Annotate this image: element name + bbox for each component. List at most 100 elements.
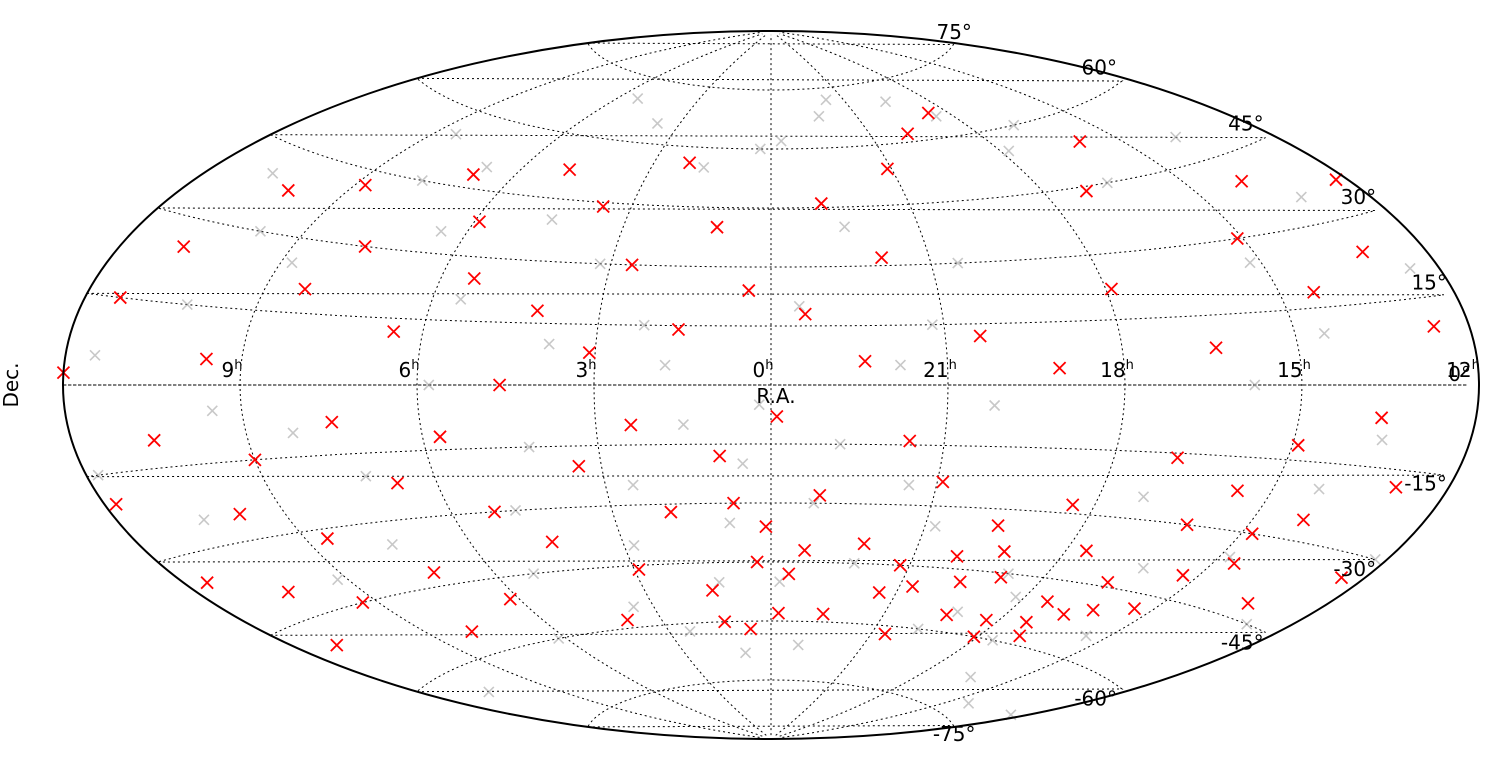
red-x-point (878, 627, 892, 641)
ra-tick-label: 15h (1277, 358, 1311, 382)
grey-x-point (926, 319, 938, 331)
grey-x-point (1318, 327, 1330, 340)
red-x-point (1079, 184, 1094, 198)
grey-x-point (839, 221, 851, 233)
red-x-point (1329, 173, 1343, 187)
grey-x-point (792, 639, 804, 651)
grey-x-point (1295, 191, 1307, 203)
grey-x-point (684, 625, 696, 637)
ra-tick-label: 6h (399, 358, 420, 382)
red-x-point (545, 535, 559, 549)
ra-tick-label: 3h (576, 358, 597, 382)
red-x-point (664, 505, 678, 519)
red-x-point (1127, 601, 1142, 616)
grey-points-layer (89, 93, 1416, 721)
red-x-point (530, 304, 545, 318)
grey-x-point (1008, 119, 1020, 131)
map-border (62, 30, 1480, 740)
red-x-point (979, 613, 993, 627)
dec-tick-label: 15° (1411, 270, 1446, 294)
grey-x-point (1224, 551, 1236, 563)
red-x-point (1086, 603, 1100, 617)
red-x-point (905, 579, 920, 594)
dec-tick-label: -45° (1221, 630, 1264, 654)
red-x-point (997, 544, 1011, 559)
red-x-point (632, 562, 646, 577)
grey-x-point (713, 576, 725, 588)
red-x-point (147, 433, 161, 447)
red-x-point (742, 283, 756, 298)
red-x-point (1040, 594, 1055, 609)
red-x-point (950, 549, 964, 564)
grey-x-point (820, 94, 832, 106)
dec-tick-label: 45° (1228, 112, 1263, 136)
grey-x-point (386, 538, 398, 551)
red-x-point (816, 607, 830, 621)
grey-x-point (989, 399, 1001, 412)
grey-x-point (1101, 177, 1113, 189)
grey-x-point (677, 419, 689, 431)
grey-x-point (808, 497, 820, 509)
red-x-point (1296, 513, 1311, 527)
red-x-point (705, 583, 720, 598)
grey-x-point (754, 143, 766, 155)
red-x-point (1234, 174, 1249, 188)
grey-x-point (1376, 434, 1388, 446)
red-x-point (1291, 438, 1305, 452)
grey-x-point (1010, 591, 1022, 603)
grey-x-point (360, 470, 372, 482)
grey-x-point (963, 697, 975, 709)
red-x-point (814, 196, 828, 211)
grey-x-point (181, 299, 193, 311)
red-x-point (1230, 231, 1244, 246)
red-x-point (390, 476, 405, 490)
grey-x-point (638, 319, 650, 331)
grey-x-point (813, 110, 825, 122)
grey-x-point (483, 686, 495, 698)
red-x-point (427, 565, 441, 580)
red-x-point (1073, 134, 1087, 149)
red-x-point (487, 505, 502, 519)
grey-x-point (1137, 491, 1150, 503)
red-x-point (298, 282, 312, 296)
grey-x-point (698, 161, 710, 173)
red-x-point (936, 475, 950, 489)
grey-x-point (254, 225, 266, 237)
red-x-point (596, 199, 610, 214)
red-x-point (939, 608, 954, 622)
red-x-point (177, 240, 191, 254)
grey-x-point (929, 520, 941, 532)
red-x-point (713, 449, 727, 463)
ra-grid-line (239, 32, 760, 738)
red-x-point (1374, 411, 1389, 425)
red-x-point (387, 325, 401, 339)
dec-tick-label: -30° (1333, 557, 1376, 581)
red-x-point (1355, 245, 1370, 259)
dec-grid-line (157, 502, 1376, 563)
red-x-point (624, 418, 638, 432)
red-x-point (759, 519, 773, 534)
red-x-point (1230, 484, 1245, 498)
dec-tick-label: -75° (933, 722, 976, 746)
dec-grid-line (270, 134, 1266, 209)
red-x-point (582, 346, 596, 360)
red-x-point (858, 354, 872, 368)
red-x-point (797, 543, 812, 558)
red-x-point (281, 183, 295, 198)
grey-x-point (594, 258, 606, 270)
red-x-point (872, 585, 886, 600)
grey-x-point (1404, 262, 1416, 275)
grey-x-point (450, 128, 462, 140)
ra-tick-label: 12h (1446, 358, 1480, 382)
red-x-point (1209, 341, 1223, 355)
dec-grid-line (87, 292, 1444, 327)
grey-x-point (737, 458, 749, 470)
ra-tick-labels: 9h 6h 3h 0h 21h 18h 15h 12h (222, 358, 1480, 382)
grey-x-point (952, 257, 964, 269)
red-x-point (281, 585, 295, 599)
red-x-point (967, 630, 981, 644)
red-x-point (874, 251, 889, 265)
red-x-point (1066, 498, 1080, 512)
red-x-point (1427, 319, 1441, 334)
red-points-layer (56, 106, 1441, 652)
